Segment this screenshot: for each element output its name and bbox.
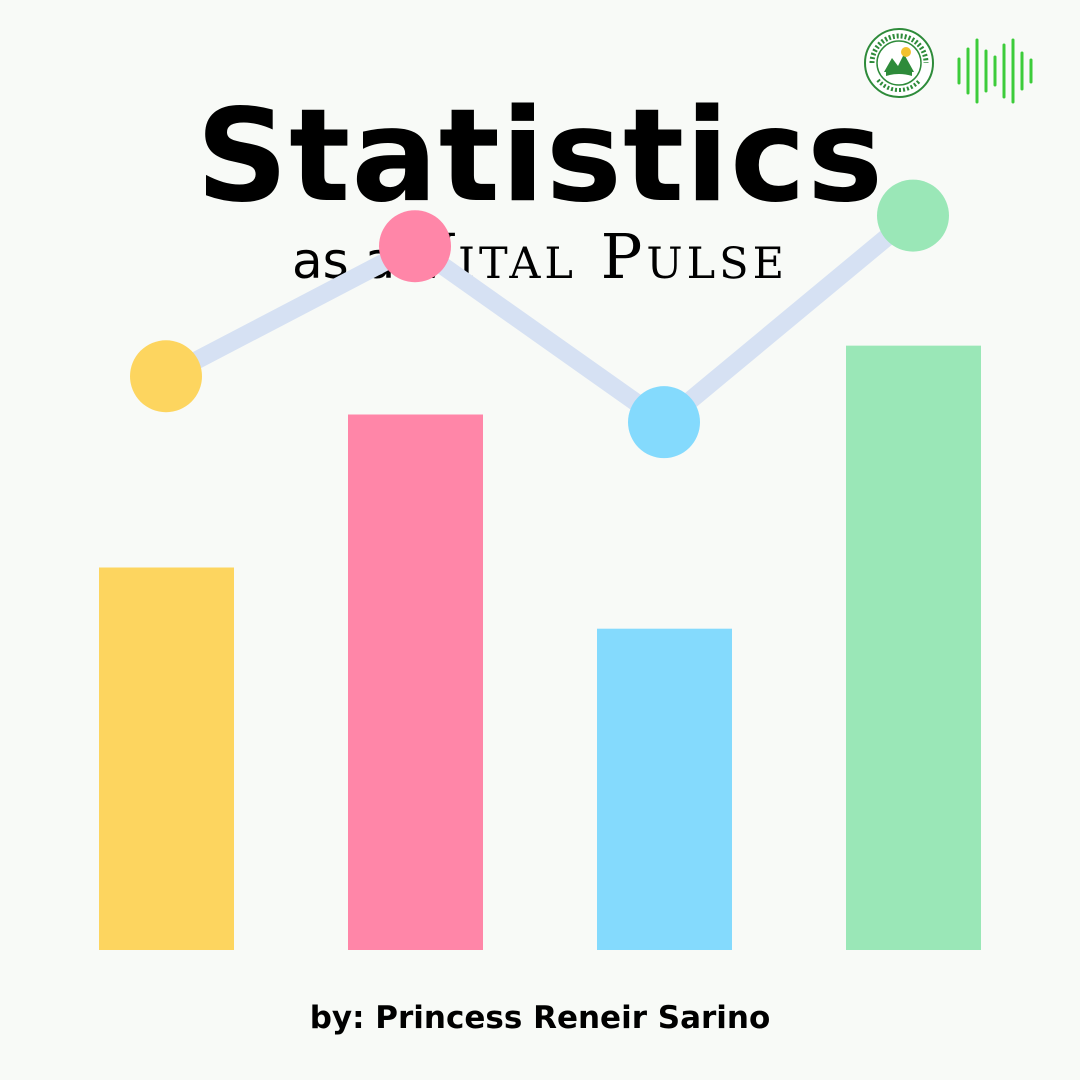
point-second	[379, 210, 451, 283]
sound-wave-icon	[957, 38, 1033, 104]
bar-first	[99, 567, 234, 950]
point-first	[130, 340, 202, 413]
byline: by: Princess Reneir Sarino	[309, 1000, 771, 1036]
bar-second	[348, 414, 483, 950]
point-third	[628, 386, 700, 459]
school-seal-logo	[864, 28, 934, 98]
bar-third	[597, 628, 732, 950]
point-fourth	[877, 179, 949, 252]
bar-fourth	[846, 345, 981, 950]
trend-line	[161, 208, 919, 432]
page-title: Statistics	[195, 82, 885, 231]
